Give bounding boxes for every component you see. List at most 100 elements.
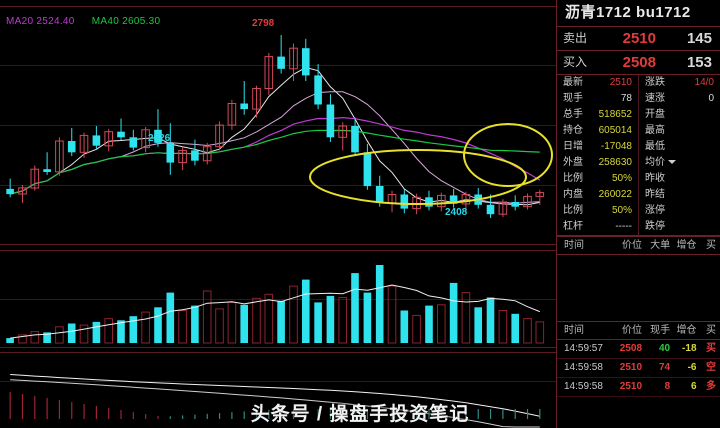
quote-panel[interactable]: 沥青1712 bu1712 卖出 2510 145 买入 2508 153 最新…	[556, 0, 720, 428]
order-col-price: 价位	[622, 240, 643, 251]
deal-side: 买	[706, 343, 716, 354]
stat-row: 总手 518652 开盘	[557, 107, 720, 123]
stat-value-2	[673, 123, 720, 139]
volume-panel[interactable]	[0, 250, 556, 348]
bid-price: 2508	[622, 54, 656, 71]
ask-row[interactable]: 卖出 2510 145	[557, 27, 720, 51]
order-col-time: 时间	[564, 240, 584, 251]
stat-value: 260022	[598, 189, 632, 200]
deal-table-body[interactable]: 14:59:57 2508 40 -18 买 14:59:58 2510 74 -6 空 14:59…	[557, 340, 720, 397]
deal-col-time: 时间	[564, 325, 584, 336]
deal-row[interactable]: 14:59:57 2508 40 -18 买	[557, 340, 720, 359]
stat-key: 外盘	[563, 157, 583, 168]
stat-value: 50%	[611, 205, 632, 216]
volume-bar	[92, 321, 101, 343]
volume-bar	[166, 292, 175, 343]
volume-bar	[6, 338, 14, 343]
candle	[154, 109, 162, 147]
candle	[486, 194, 495, 218]
candle	[375, 175, 384, 207]
candle	[202, 142, 212, 165]
stat-row: 比例 50% 昨收	[557, 171, 720, 187]
stat-key-2: 最低	[645, 141, 665, 152]
candle	[6, 178, 14, 198]
volume-bar	[252, 297, 261, 344]
ma20-line	[10, 116, 541, 195]
deal-volume: 8	[664, 381, 671, 392]
volume-bar	[498, 310, 508, 344]
stat-key-2: 涨停	[645, 205, 665, 216]
volume-bar	[338, 297, 347, 344]
volume-bar	[277, 300, 285, 344]
deal-row[interactable]: 14:59:58 2510 8 6 多	[557, 378, 720, 397]
macd-panel[interactable]	[0, 352, 556, 428]
deal-volume: 74	[659, 362, 671, 373]
stat-key: 比例	[563, 205, 583, 216]
volume-plot	[6, 265, 545, 344]
stat-key: 比例	[563, 173, 583, 184]
order-col-oi: 增仓	[676, 240, 697, 251]
deal-oi-change: -6	[687, 362, 697, 373]
deal-time: 14:59:57	[564, 343, 603, 354]
volume-bar	[474, 307, 482, 344]
deal-time: 14:59:58	[564, 381, 603, 392]
stat-key: 内盘	[563, 189, 583, 200]
price-label-mid-low: 2526	[148, 133, 171, 144]
ask-qty: 145	[686, 30, 712, 47]
price-panel[interactable]	[0, 6, 556, 245]
stat-value-2: 14/0	[694, 77, 714, 88]
chevron-down-icon[interactable]	[668, 160, 676, 165]
stat-key: 日增	[563, 141, 583, 152]
volume-bar	[314, 302, 322, 343]
volume-bar	[202, 290, 212, 344]
stat-value-2	[673, 219, 720, 235]
volume-bar	[523, 318, 532, 344]
candle	[412, 193, 421, 215]
deal-col-oi: 增仓	[676, 325, 697, 336]
volume-bar	[67, 323, 76, 343]
macd-plot	[9, 374, 541, 428]
candle	[117, 118, 125, 141]
candle	[166, 123, 175, 175]
volume-bar	[363, 292, 372, 343]
volume-bar	[215, 308, 224, 344]
stat-value: -17048	[600, 141, 632, 152]
ma5-line	[10, 66, 540, 206]
stat-row: 杠杆 ----- 跌停	[557, 219, 720, 235]
candle	[363, 143, 372, 190]
candle	[511, 195, 519, 211]
deal-col-side: 买	[706, 325, 716, 336]
candle	[104, 128, 114, 152]
ask-label: 卖出	[563, 31, 588, 45]
stat-key-2: 速涨	[645, 93, 665, 104]
deal-side: 空	[706, 362, 716, 373]
candle	[252, 85, 261, 118]
stat-key: 持仓	[563, 125, 583, 136]
candle	[129, 129, 138, 151]
candle	[264, 52, 274, 96]
deal-col-price: 价位	[622, 325, 643, 336]
chart-area[interactable]: MA20 2524.40 MA40 2605.30 2798 2526 2408	[0, 0, 556, 428]
volume-bar	[227, 301, 237, 344]
bid-row[interactable]: 买入 2508 153	[557, 51, 720, 75]
stat-key-2: 昨收	[645, 173, 665, 184]
volume-bar	[326, 295, 335, 343]
volume-bar	[129, 316, 138, 343]
stat-row: 内盘 260022 昨结	[557, 187, 720, 203]
stat-value-2	[673, 139, 720, 155]
stat-value: 258630	[598, 157, 632, 168]
stat-value-2	[673, 187, 720, 203]
stat-key-2: 均价	[639, 155, 685, 171]
candle	[215, 121, 224, 151]
volume-bar	[43, 332, 51, 343]
volume-bar	[375, 265, 384, 343]
stat-row: 持仓 605014 最高	[557, 123, 720, 139]
stat-value: -----	[615, 221, 632, 232]
order-table-header: 时间 价位 大单 增仓 买	[557, 236, 720, 255]
candle	[437, 192, 446, 212]
candle	[338, 122, 347, 151]
deal-row[interactable]: 14:59:58 2510 74 -6 空	[557, 359, 720, 378]
bid-label: 买入	[563, 55, 588, 69]
deal-time: 14:59:58	[564, 362, 603, 373]
